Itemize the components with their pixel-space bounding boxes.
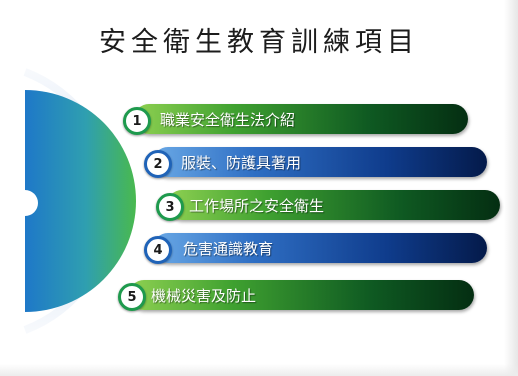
item-label-3: 工作場所之安全衛生 [189,196,325,215]
item-number-1: 1 [123,107,151,135]
item-label-5: 機械災害及防止 [151,286,257,305]
item-label-4: 危害通識教育 [183,239,274,258]
item-number-4: 4 [144,236,172,264]
item-bar-3: 工作場所之安全衛生 [167,190,500,220]
item-number-5: 5 [118,283,146,311]
edge-shadow-bottom [0,364,518,376]
item-bar-5: 機械災害及防止 [129,280,474,310]
item-bar-4: 危害通識教育 [153,233,487,263]
item-number-3: 3 [156,193,184,221]
item-bar-2: 服裝、防護具著用 [153,147,487,177]
diagram-title: 安全衛生教育訓練項目 [99,27,419,58]
item-label-2: 服裝、防護具著用 [181,153,302,172]
edge-shadow [504,0,518,376]
hub-half-circle [25,90,136,312]
item-number-2: 2 [144,150,172,178]
item-bar-1: 職業安全衛生法介紹 [134,104,468,134]
item-label-1: 職業安全衛生法介紹 [160,110,296,129]
hub-notch [12,190,38,216]
